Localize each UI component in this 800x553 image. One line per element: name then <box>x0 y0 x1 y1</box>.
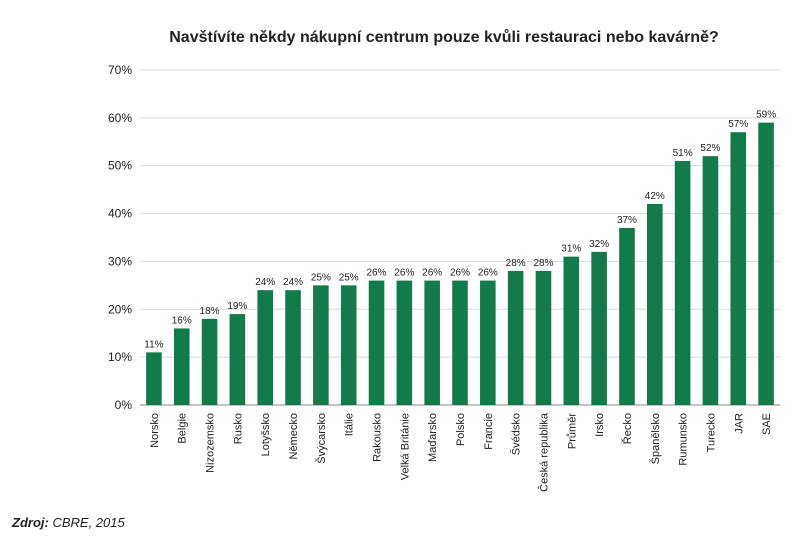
y-tick-label: 60% <box>108 111 132 125</box>
bar <box>285 290 301 405</box>
value-label: 42% <box>645 191 665 202</box>
x-tick-label: Španělsko <box>649 413 662 464</box>
value-label: 26% <box>367 268 387 279</box>
value-label: 31% <box>561 244 581 255</box>
x-tick-label: Švýcarsko <box>315 413 328 464</box>
y-tick-label: 20% <box>108 302 132 316</box>
value-label: 52% <box>700 143 720 154</box>
value-label: 25% <box>311 272 331 283</box>
value-label: 26% <box>450 268 470 279</box>
bar <box>702 156 719 405</box>
x-tick-label: Švédsko <box>510 413 523 455</box>
bar <box>591 251 607 405</box>
y-tick-label: 70% <box>108 63 132 77</box>
bar <box>646 204 663 405</box>
x-tick-label: Turecko <box>705 413 717 452</box>
bar <box>313 285 329 405</box>
value-label: 26% <box>394 268 414 279</box>
value-label: 11% <box>144 339 163 350</box>
source-label: Zdroj: <box>11 515 49 530</box>
bar <box>674 160 691 405</box>
x-tick-label: Francie <box>483 413 495 450</box>
y-tick-label: 50% <box>108 159 132 173</box>
x-tick-label: Maďarsko <box>427 413 439 462</box>
y-tick-label: 10% <box>108 350 132 364</box>
y-tick-label: 40% <box>108 207 132 221</box>
chart-title: Navštívíte někdy nákupní centrum pouze k… <box>169 29 719 46</box>
bar <box>424 280 440 405</box>
x-tick-label: Itálie <box>344 413 356 436</box>
x-tick-label: Rusko <box>232 413 244 444</box>
x-tick-label: Řecko <box>621 413 634 444</box>
source: CBRE, 2015 <box>52 515 125 530</box>
value-label: 24% <box>255 277 275 288</box>
bar <box>480 280 496 405</box>
bar <box>535 271 552 405</box>
value-label: 59% <box>756 110 776 121</box>
value-label: 26% <box>478 268 498 279</box>
x-tick-label: Průměr <box>566 413 578 449</box>
bar <box>173 328 190 405</box>
bar <box>146 352 162 405</box>
x-tick-label: Belgie <box>177 413 189 444</box>
value-label: 32% <box>589 239 609 250</box>
value-label: 24% <box>283 277 303 288</box>
bar <box>619 227 635 405</box>
bar <box>758 122 774 406</box>
value-label: 28% <box>506 258 526 269</box>
bar <box>368 280 385 405</box>
x-tick-label: SAE <box>761 413 773 435</box>
bar <box>257 290 274 405</box>
value-label: 16% <box>172 315 192 326</box>
source-note: Zdroj: CBRE, 2015 <box>11 515 125 530</box>
x-tick-label: Nizozemsko <box>205 413 217 473</box>
value-label: 18% <box>200 306 220 317</box>
value-label: 37% <box>617 215 637 226</box>
x-tick-label: Česká republika <box>537 412 550 492</box>
x-tick-label: Rakousko <box>372 413 384 462</box>
bar <box>452 280 468 405</box>
value-label: 28% <box>533 258 553 269</box>
bar <box>229 314 246 405</box>
x-tick-label: JAR <box>733 413 745 434</box>
bar <box>396 280 413 405</box>
x-tick-label: Norsko <box>149 413 161 448</box>
x-tick-label: Irsko <box>594 413 606 437</box>
bar <box>201 318 218 405</box>
x-tick-label: Rumunsko <box>678 413 690 466</box>
value-label: 51% <box>673 148 693 159</box>
x-tick-label: Polsko <box>455 413 467 446</box>
x-tick-label: Německo <box>288 413 300 459</box>
y-tick-label: 0% <box>115 398 133 412</box>
x-tick-label: Lotyšsko <box>260 413 272 456</box>
value-label: 19% <box>227 301 247 312</box>
value-label: 57% <box>728 119 748 130</box>
bar <box>563 256 580 405</box>
y-tick-label: 30% <box>108 254 132 268</box>
value-label: 26% <box>422 268 442 279</box>
bar <box>507 271 524 405</box>
x-tick-label: Velká Británie <box>399 413 411 480</box>
value-label: 25% <box>339 272 359 283</box>
bar <box>730 132 747 405</box>
bar <box>340 285 357 405</box>
